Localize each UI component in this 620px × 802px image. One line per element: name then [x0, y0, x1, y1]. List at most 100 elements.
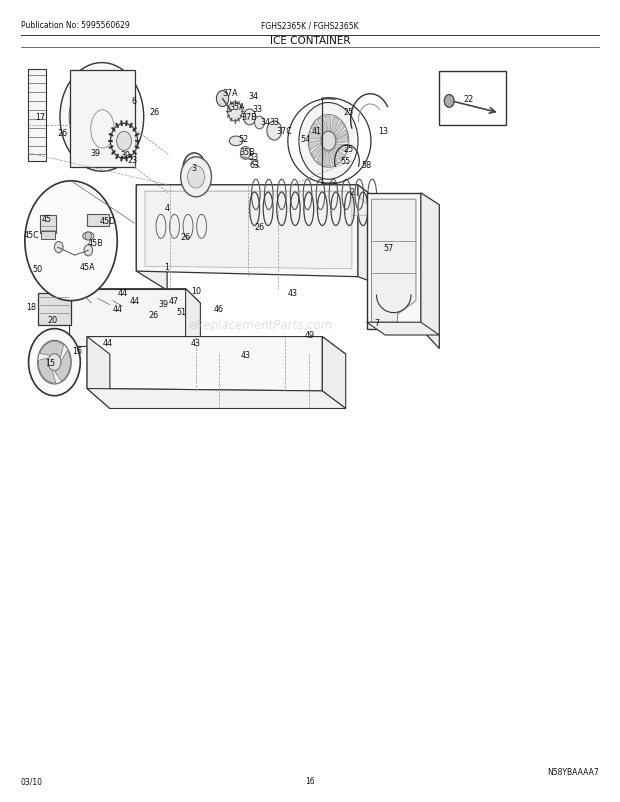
Text: 1: 1: [165, 262, 170, 271]
Text: 49: 49: [305, 331, 315, 340]
Text: 33: 33: [269, 118, 279, 127]
Polygon shape: [145, 192, 352, 269]
Polygon shape: [185, 290, 200, 361]
Polygon shape: [324, 152, 330, 167]
Polygon shape: [325, 117, 331, 132]
Polygon shape: [309, 141, 321, 151]
Text: 44: 44: [103, 339, 113, 348]
Text: 26: 26: [148, 310, 158, 319]
Polygon shape: [82, 78, 102, 103]
Polygon shape: [38, 358, 56, 383]
Polygon shape: [332, 148, 344, 161]
Text: 54: 54: [300, 135, 310, 144]
Text: 45B: 45B: [88, 238, 104, 248]
Polygon shape: [84, 129, 99, 158]
Circle shape: [244, 110, 256, 126]
Ellipse shape: [229, 137, 243, 147]
Text: 35A: 35A: [229, 103, 245, 112]
Text: 26: 26: [150, 107, 160, 116]
Text: 15: 15: [45, 358, 55, 367]
Polygon shape: [335, 145, 347, 153]
Circle shape: [29, 329, 81, 396]
Polygon shape: [337, 135, 348, 144]
Text: 23: 23: [128, 156, 138, 164]
Circle shape: [241, 148, 250, 160]
Text: 39: 39: [158, 299, 169, 308]
Bar: [70, 71, 135, 168]
Circle shape: [85, 233, 91, 241]
Circle shape: [255, 117, 264, 130]
Text: 57: 57: [384, 243, 394, 253]
Text: 46: 46: [214, 305, 224, 314]
Text: 39: 39: [91, 149, 101, 158]
Polygon shape: [38, 294, 71, 325]
Text: 25: 25: [343, 145, 353, 154]
Text: 58: 58: [361, 161, 372, 170]
Text: 41: 41: [311, 127, 321, 136]
Text: 45D: 45D: [100, 217, 116, 226]
Text: 10: 10: [191, 286, 201, 295]
Text: 2: 2: [349, 188, 355, 196]
Bar: [87, 214, 108, 227]
Text: 35B: 35B: [239, 148, 255, 156]
Text: 45A: 45A: [79, 262, 95, 271]
Ellipse shape: [82, 233, 94, 241]
Text: 43: 43: [241, 350, 250, 359]
Circle shape: [183, 154, 205, 182]
Circle shape: [321, 132, 336, 152]
Text: 4: 4: [165, 204, 170, 213]
Text: 3: 3: [192, 164, 197, 172]
Polygon shape: [40, 342, 64, 358]
Text: 03/10: 03/10: [20, 776, 43, 785]
Circle shape: [38, 341, 71, 384]
Polygon shape: [55, 350, 71, 382]
Polygon shape: [358, 185, 390, 290]
Polygon shape: [87, 337, 346, 354]
Text: 44: 44: [113, 305, 123, 314]
Text: 26: 26: [180, 233, 191, 242]
Circle shape: [180, 158, 211, 197]
Circle shape: [90, 103, 113, 133]
Text: 6: 6: [132, 97, 137, 107]
Circle shape: [308, 115, 349, 168]
Text: 44: 44: [130, 297, 140, 306]
Text: 26: 26: [58, 129, 68, 138]
Text: 50: 50: [33, 265, 43, 273]
Polygon shape: [309, 132, 321, 140]
Polygon shape: [366, 323, 440, 335]
Text: 47: 47: [168, 297, 179, 306]
Circle shape: [69, 75, 135, 160]
Circle shape: [445, 95, 454, 108]
Text: 51: 51: [177, 307, 187, 316]
Polygon shape: [336, 131, 347, 142]
Text: 25: 25: [343, 107, 353, 116]
Circle shape: [267, 122, 281, 141]
Polygon shape: [87, 389, 346, 409]
Polygon shape: [145, 192, 381, 216]
Polygon shape: [69, 290, 185, 346]
Text: 52: 52: [238, 135, 249, 144]
Text: Publication No: 5995560629: Publication No: 5995560629: [20, 21, 130, 30]
Text: 63: 63: [250, 161, 260, 170]
Text: 34: 34: [249, 91, 259, 101]
Text: 39: 39: [120, 151, 130, 160]
Polygon shape: [371, 200, 416, 323]
Polygon shape: [71, 95, 93, 114]
Polygon shape: [317, 149, 325, 165]
Text: 20: 20: [48, 315, 58, 324]
Circle shape: [187, 167, 205, 188]
Circle shape: [216, 91, 229, 107]
Text: 16: 16: [305, 776, 315, 785]
Circle shape: [60, 63, 144, 172]
Polygon shape: [329, 152, 339, 166]
Polygon shape: [102, 132, 122, 158]
Polygon shape: [69, 290, 200, 304]
Bar: [40, 216, 56, 233]
Polygon shape: [366, 193, 421, 329]
Circle shape: [188, 160, 200, 176]
Text: 7: 7: [374, 318, 379, 327]
Circle shape: [228, 103, 242, 122]
Text: 37B: 37B: [242, 112, 257, 121]
Text: 43: 43: [191, 339, 201, 348]
Text: 17: 17: [35, 113, 45, 122]
